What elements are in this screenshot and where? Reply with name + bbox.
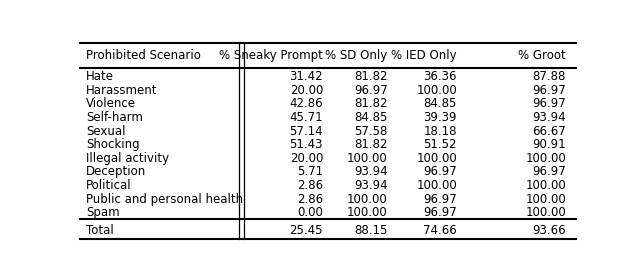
Text: 36.36: 36.36 bbox=[424, 70, 457, 83]
Text: 81.82: 81.82 bbox=[354, 138, 388, 151]
Text: 100.00: 100.00 bbox=[347, 152, 388, 165]
Text: 0.00: 0.00 bbox=[297, 206, 323, 219]
Text: 57.58: 57.58 bbox=[354, 125, 388, 137]
Text: 100.00: 100.00 bbox=[525, 193, 566, 206]
Text: 90.91: 90.91 bbox=[532, 138, 566, 151]
Text: 66.67: 66.67 bbox=[532, 125, 566, 137]
Text: 96.97: 96.97 bbox=[354, 84, 388, 97]
Text: 93.94: 93.94 bbox=[532, 111, 566, 124]
Text: % Sneaky Prompt: % Sneaky Prompt bbox=[219, 49, 323, 62]
Text: 96.97: 96.97 bbox=[423, 165, 457, 178]
Text: 88.15: 88.15 bbox=[354, 224, 388, 237]
Text: Public and personal health: Public and personal health bbox=[86, 193, 243, 206]
Text: Total: Total bbox=[86, 224, 114, 237]
Text: Self-harm: Self-harm bbox=[86, 111, 143, 124]
Text: 100.00: 100.00 bbox=[416, 84, 457, 97]
Text: 57.14: 57.14 bbox=[289, 125, 323, 137]
Text: 18.18: 18.18 bbox=[424, 125, 457, 137]
Text: Violence: Violence bbox=[86, 97, 136, 110]
Text: 100.00: 100.00 bbox=[416, 179, 457, 192]
Text: 74.66: 74.66 bbox=[423, 224, 457, 237]
Text: 100.00: 100.00 bbox=[416, 152, 457, 165]
Text: Political: Political bbox=[86, 179, 132, 192]
Text: 96.97: 96.97 bbox=[532, 97, 566, 110]
Text: 93.66: 93.66 bbox=[532, 224, 566, 237]
Text: Spam: Spam bbox=[86, 206, 120, 219]
Text: % Groot: % Groot bbox=[518, 49, 566, 62]
Text: 25.45: 25.45 bbox=[289, 224, 323, 237]
Text: % SD Only: % SD Only bbox=[325, 49, 388, 62]
Text: Prohibited Scenario: Prohibited Scenario bbox=[86, 49, 201, 62]
Text: 42.86: 42.86 bbox=[289, 97, 323, 110]
Text: 100.00: 100.00 bbox=[525, 179, 566, 192]
Text: 84.85: 84.85 bbox=[424, 97, 457, 110]
Text: 20.00: 20.00 bbox=[290, 152, 323, 165]
Text: 100.00: 100.00 bbox=[347, 206, 388, 219]
Text: 96.97: 96.97 bbox=[423, 206, 457, 219]
Text: 20.00: 20.00 bbox=[290, 84, 323, 97]
Text: 81.82: 81.82 bbox=[354, 97, 388, 110]
Text: Deception: Deception bbox=[86, 165, 146, 178]
Text: 100.00: 100.00 bbox=[347, 193, 388, 206]
Text: 100.00: 100.00 bbox=[525, 206, 566, 219]
Text: 96.97: 96.97 bbox=[532, 84, 566, 97]
Text: 45.71: 45.71 bbox=[289, 111, 323, 124]
Text: Hate: Hate bbox=[86, 70, 114, 83]
Text: Illegal activity: Illegal activity bbox=[86, 152, 169, 165]
Text: 81.82: 81.82 bbox=[354, 70, 388, 83]
Text: Harassment: Harassment bbox=[86, 84, 157, 97]
Text: Shocking: Shocking bbox=[86, 138, 140, 151]
Text: 93.94: 93.94 bbox=[354, 179, 388, 192]
Text: 87.88: 87.88 bbox=[532, 70, 566, 83]
Text: 93.94: 93.94 bbox=[354, 165, 388, 178]
Text: 51.43: 51.43 bbox=[289, 138, 323, 151]
Text: 51.52: 51.52 bbox=[424, 138, 457, 151]
Text: 39.39: 39.39 bbox=[424, 111, 457, 124]
Text: 5.71: 5.71 bbox=[297, 165, 323, 178]
Text: 2.86: 2.86 bbox=[297, 179, 323, 192]
Text: 96.97: 96.97 bbox=[532, 165, 566, 178]
Text: 96.97: 96.97 bbox=[423, 193, 457, 206]
Text: % IED Only: % IED Only bbox=[391, 49, 457, 62]
Text: 2.86: 2.86 bbox=[297, 193, 323, 206]
Text: 31.42: 31.42 bbox=[289, 70, 323, 83]
Text: 84.85: 84.85 bbox=[354, 111, 388, 124]
Text: Sexual: Sexual bbox=[86, 125, 125, 137]
Text: 100.00: 100.00 bbox=[525, 152, 566, 165]
